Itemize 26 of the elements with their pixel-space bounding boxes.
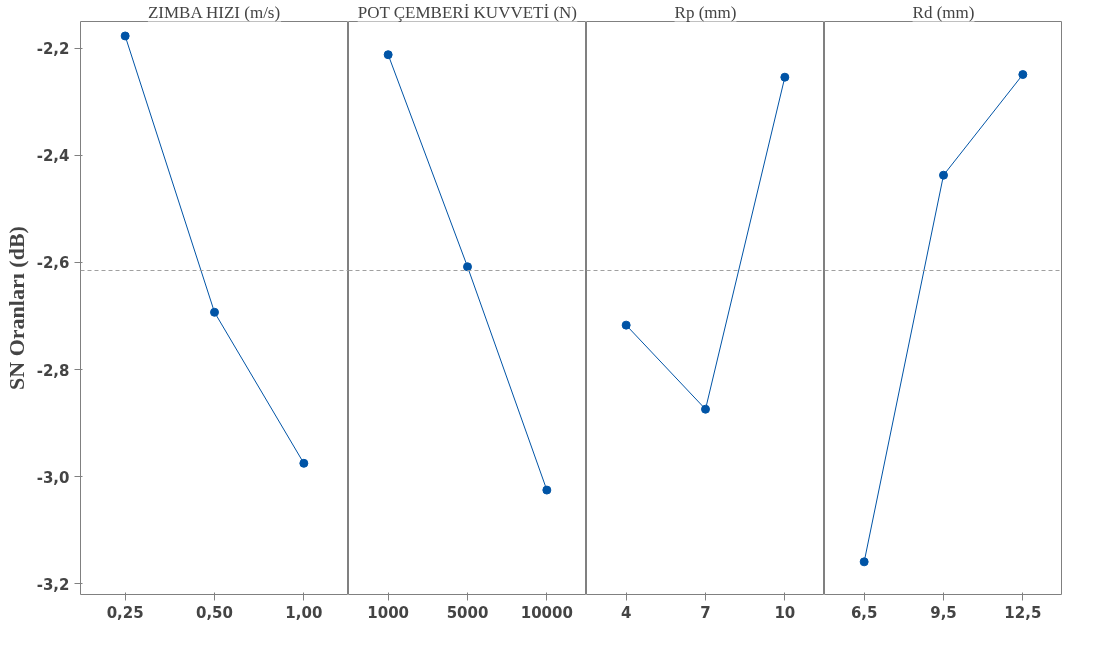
y-tick-label: -2,6 [36,254,70,273]
y-tick-label: -2,8 [36,361,70,380]
y-tick-label: -2,4 [36,147,70,166]
x-tick-label: 12,5 [1004,603,1042,622]
y-tick-label: -2,2 [36,40,70,59]
x-tick-label: 4 [620,603,632,622]
point [210,307,219,317]
x-tick-label: 6,5 [850,603,878,622]
chart-title: Rp (mm) [674,2,737,22]
chart-title: ZIMBA HIZI (m/s) [147,2,281,22]
y-tick-label: -3,2 [36,575,70,594]
x-tick-label: 10 [774,603,796,622]
point [299,458,309,468]
x-tick-label: 0,25 [106,603,144,622]
chart-title: Rd (mm) [912,2,975,22]
y-axis-title: SN Oranları (dB) [3,226,29,390]
chart-title: POT ÇEMBERİ KUVVETİ (N) [357,2,577,22]
x-tick-label: 10000 [520,603,573,622]
y-tick-label: -3,0 [36,468,70,487]
x-tick-label: 1,00 [285,603,323,622]
point [120,31,130,41]
x-tick-label: 5000 [446,603,489,622]
x-tick-label: 7 [700,603,711,622]
x-tick-label: 9,5 [930,603,957,622]
x-tick-label: 0,50 [196,603,234,622]
x-tick-label: 1000 [367,603,410,622]
